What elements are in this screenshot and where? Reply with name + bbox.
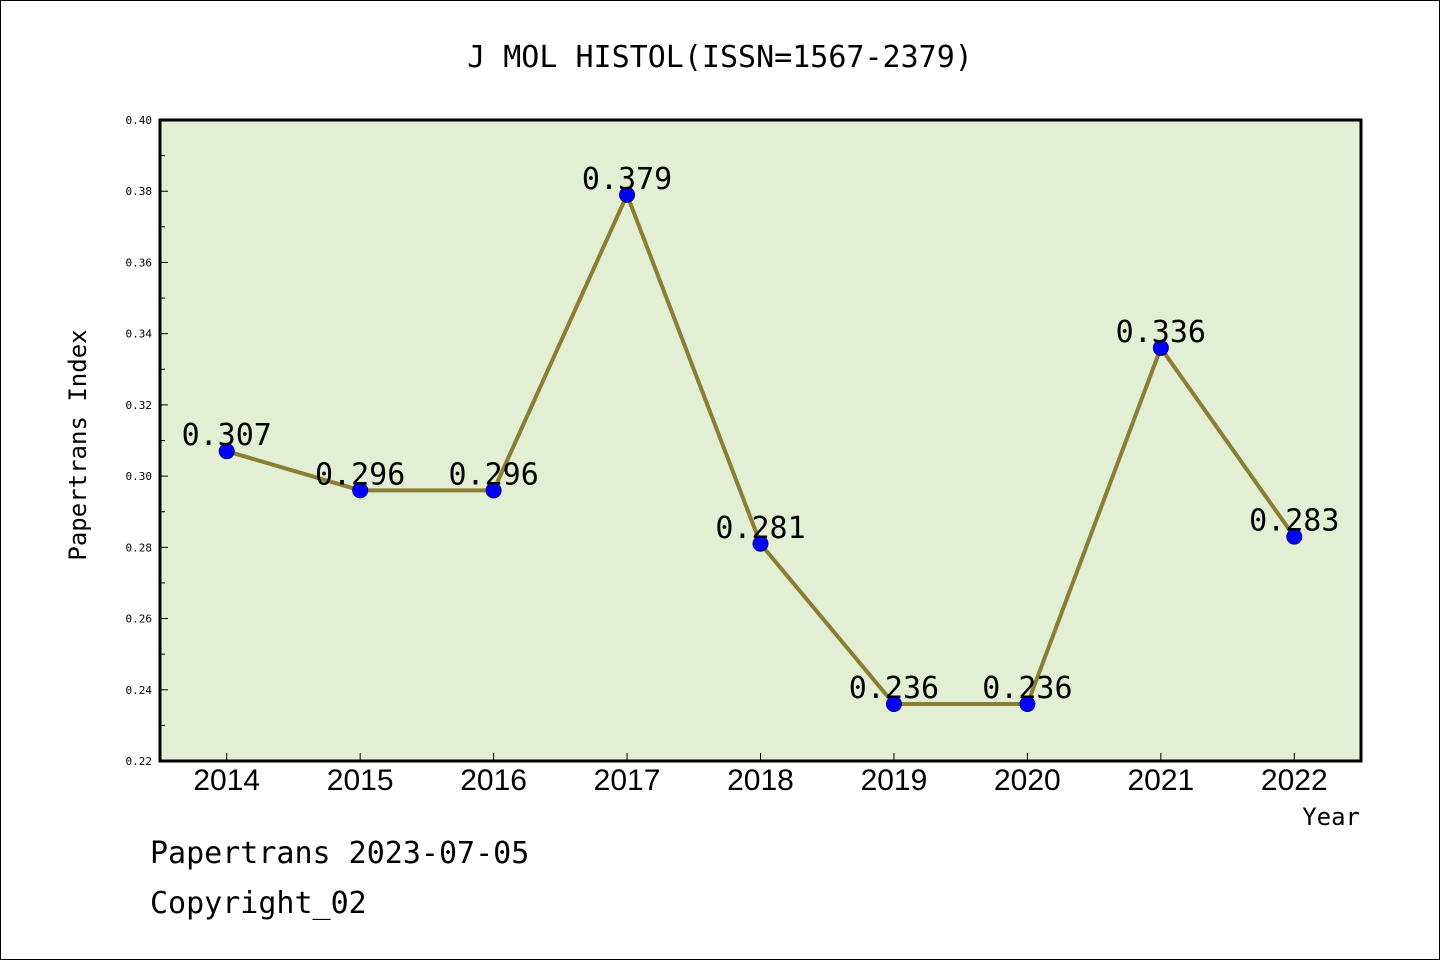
y-tick-label: 0.34 — [126, 328, 153, 341]
data-point — [485, 482, 502, 499]
data-label: 0.307 — [182, 418, 272, 453]
data-point — [619, 186, 636, 203]
y-axis-label: Papertrans Index — [64, 329, 92, 560]
data-label: 0.236 — [849, 671, 939, 706]
plot-area: 0.22 0.24 0.26 0.28 0.30 0.32 0.34 0.36 0.38 0.40… — [126, 114, 1363, 797]
y-tick-label: 0.30 — [126, 470, 153, 483]
x-tick-label: 2019 — [861, 764, 928, 797]
footer-date-label: Papertrans 2023-07-05 — [150, 836, 530, 871]
x-axis-label: Year — [1302, 803, 1360, 831]
data-label: 0.379 — [582, 162, 672, 197]
y-tick-label: 0.36 — [126, 256, 153, 269]
data-label: 0.336 — [1116, 315, 1206, 350]
data-point — [752, 535, 769, 552]
y-tick-label: 0.32 — [126, 399, 153, 412]
data-point — [352, 482, 369, 499]
data-point — [885, 696, 902, 713]
chart-title: J MOL HISTOL(ISSN=1567-2379) — [467, 40, 973, 75]
x-tick-label: 2015 — [327, 764, 394, 797]
x-tick-label: 2020 — [994, 764, 1061, 797]
y-tick-label: 0.38 — [126, 185, 153, 198]
data-point — [1152, 339, 1169, 356]
plot-background — [160, 120, 1361, 761]
y-tick-label: 0.24 — [126, 684, 153, 697]
data-label: 0.281 — [715, 511, 805, 546]
data-point — [1286, 528, 1303, 545]
footer-copyright: Copyright_02 — [150, 886, 367, 921]
y-tick-label: 0.28 — [126, 541, 153, 554]
x-tick-label: 2021 — [1127, 764, 1194, 797]
data-label: 0.296 — [315, 457, 405, 492]
data-label: 0.283 — [1249, 504, 1339, 539]
plot-frame — [158, 118, 1363, 763]
data-point — [1019, 696, 1036, 713]
x-tick-label: 2014 — [193, 764, 260, 797]
data-label: 0.296 — [448, 457, 538, 492]
data-point — [218, 443, 235, 460]
x-tick-label: 2018 — [727, 764, 794, 797]
y-tick-label: 0.26 — [126, 613, 153, 626]
y-tick-label: 0.40 — [126, 114, 153, 127]
data-label: 0.236 — [982, 671, 1072, 706]
x-tick-label: 2017 — [594, 764, 661, 797]
x-tick-label: 2016 — [460, 764, 527, 797]
y-tick-label: 0.22 — [126, 755, 153, 768]
x-tick-label: 2022 — [1261, 764, 1328, 797]
